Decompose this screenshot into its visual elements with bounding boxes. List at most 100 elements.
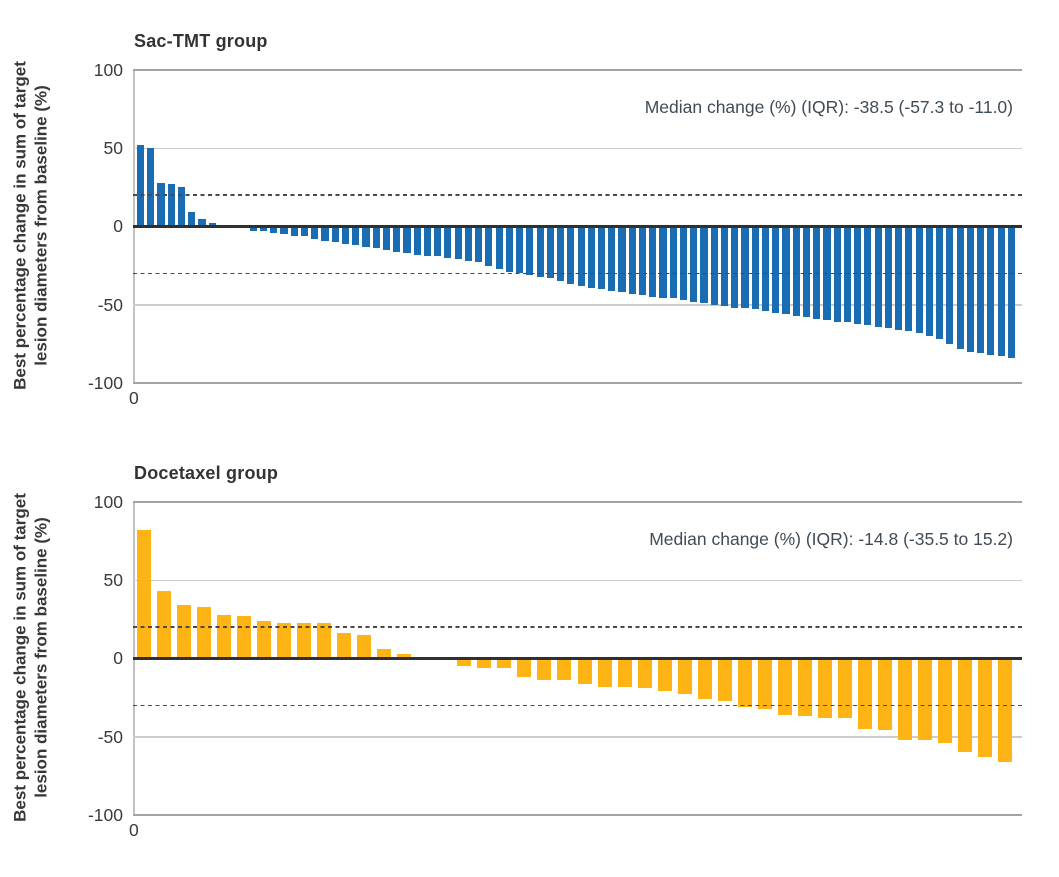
bar xyxy=(516,226,524,274)
bar xyxy=(259,226,268,232)
bar xyxy=(362,226,370,247)
bar xyxy=(137,145,145,227)
bar xyxy=(854,226,862,324)
bar xyxy=(372,226,380,249)
y-axis-label-line2: lesion diameters from baseline (%) xyxy=(31,517,50,798)
bar xyxy=(377,649,392,659)
bar xyxy=(357,635,372,659)
bar xyxy=(977,658,992,758)
bar xyxy=(797,658,812,717)
bar xyxy=(249,226,257,232)
bar xyxy=(157,591,172,659)
bar xyxy=(657,658,672,692)
bar xyxy=(454,226,462,260)
bar xyxy=(337,633,352,659)
bar xyxy=(198,218,206,227)
bar xyxy=(311,226,319,240)
bar xyxy=(567,226,575,285)
bar xyxy=(352,226,360,246)
bar xyxy=(197,606,212,659)
bar xyxy=(457,658,472,667)
plot-area-sac-tmt xyxy=(133,69,1022,384)
y-tick-label: 0 xyxy=(113,648,123,668)
bar xyxy=(638,226,647,296)
x-tick-label: 0 xyxy=(129,388,139,408)
bar xyxy=(915,226,923,333)
bar xyxy=(669,226,677,299)
bar xyxy=(217,614,232,659)
bar xyxy=(497,658,512,668)
median-annotation-docetaxel: Median change (%) (IQR): -14.8 (-35.5 to… xyxy=(649,529,1013,549)
bar xyxy=(557,226,565,282)
bar xyxy=(782,226,790,315)
bar xyxy=(341,226,350,244)
y-axis-label-line2: lesion diameters from baseline (%) xyxy=(31,85,50,366)
bar xyxy=(557,658,572,681)
gridline xyxy=(133,579,1022,581)
bar xyxy=(802,226,811,318)
bar xyxy=(917,658,932,740)
bar xyxy=(717,658,732,701)
bar xyxy=(936,226,944,340)
bar xyxy=(393,226,401,252)
bar xyxy=(597,658,612,687)
bar xyxy=(300,226,309,236)
y-axis-label-bottom: Best percentage change in sum of target … xyxy=(11,448,52,868)
bar xyxy=(637,658,652,689)
bar xyxy=(321,226,329,241)
bar xyxy=(331,226,339,243)
bar xyxy=(382,226,391,250)
bar xyxy=(895,226,903,330)
bar xyxy=(966,226,974,352)
bar xyxy=(679,226,688,301)
bar xyxy=(977,226,985,354)
bar xyxy=(277,622,292,659)
bar xyxy=(956,226,964,349)
bar xyxy=(423,226,431,257)
bar xyxy=(857,658,872,729)
bar xyxy=(720,226,729,307)
bar xyxy=(987,226,995,355)
bar xyxy=(710,226,718,305)
bar xyxy=(270,226,278,233)
bar xyxy=(877,658,892,731)
plot-area-docetaxel xyxy=(133,501,1022,816)
y-tick-label: -100 xyxy=(87,805,123,825)
gridline xyxy=(133,69,1022,71)
y-axis-label-line1: Best percentage change in sum of target xyxy=(10,61,30,390)
gridline xyxy=(133,147,1022,149)
bar xyxy=(237,616,252,659)
bar xyxy=(290,226,298,236)
bar xyxy=(1007,226,1015,358)
bar xyxy=(697,658,712,700)
gridline xyxy=(133,382,1022,384)
bar xyxy=(874,226,882,327)
bar xyxy=(536,226,544,277)
bar xyxy=(577,658,592,684)
x-tick-label: 0 xyxy=(129,820,139,840)
bar xyxy=(413,226,421,255)
bar xyxy=(700,226,708,304)
bar xyxy=(587,226,595,288)
bar xyxy=(505,226,513,272)
bar xyxy=(628,226,636,294)
y-tick-label: 50 xyxy=(103,138,123,158)
panel-title-sac-tmt: Sac-TMT group xyxy=(134,31,268,51)
bar xyxy=(208,223,216,227)
bar xyxy=(757,658,772,709)
y-tick-label: 50 xyxy=(103,570,123,590)
zero-baseline xyxy=(133,225,1022,228)
median-annotation-sac-tmt: Median change (%) (IQR): -38.5 (-57.3 to… xyxy=(644,97,1013,117)
gridline xyxy=(133,304,1022,306)
bar xyxy=(618,226,626,293)
bar xyxy=(792,226,800,316)
bar xyxy=(864,226,872,326)
bar xyxy=(905,226,913,332)
bar xyxy=(837,658,852,718)
bar xyxy=(925,226,933,337)
gridline xyxy=(133,736,1022,738)
bar xyxy=(444,226,452,258)
bar xyxy=(526,226,534,275)
bar xyxy=(997,658,1012,762)
gridline xyxy=(133,814,1022,816)
